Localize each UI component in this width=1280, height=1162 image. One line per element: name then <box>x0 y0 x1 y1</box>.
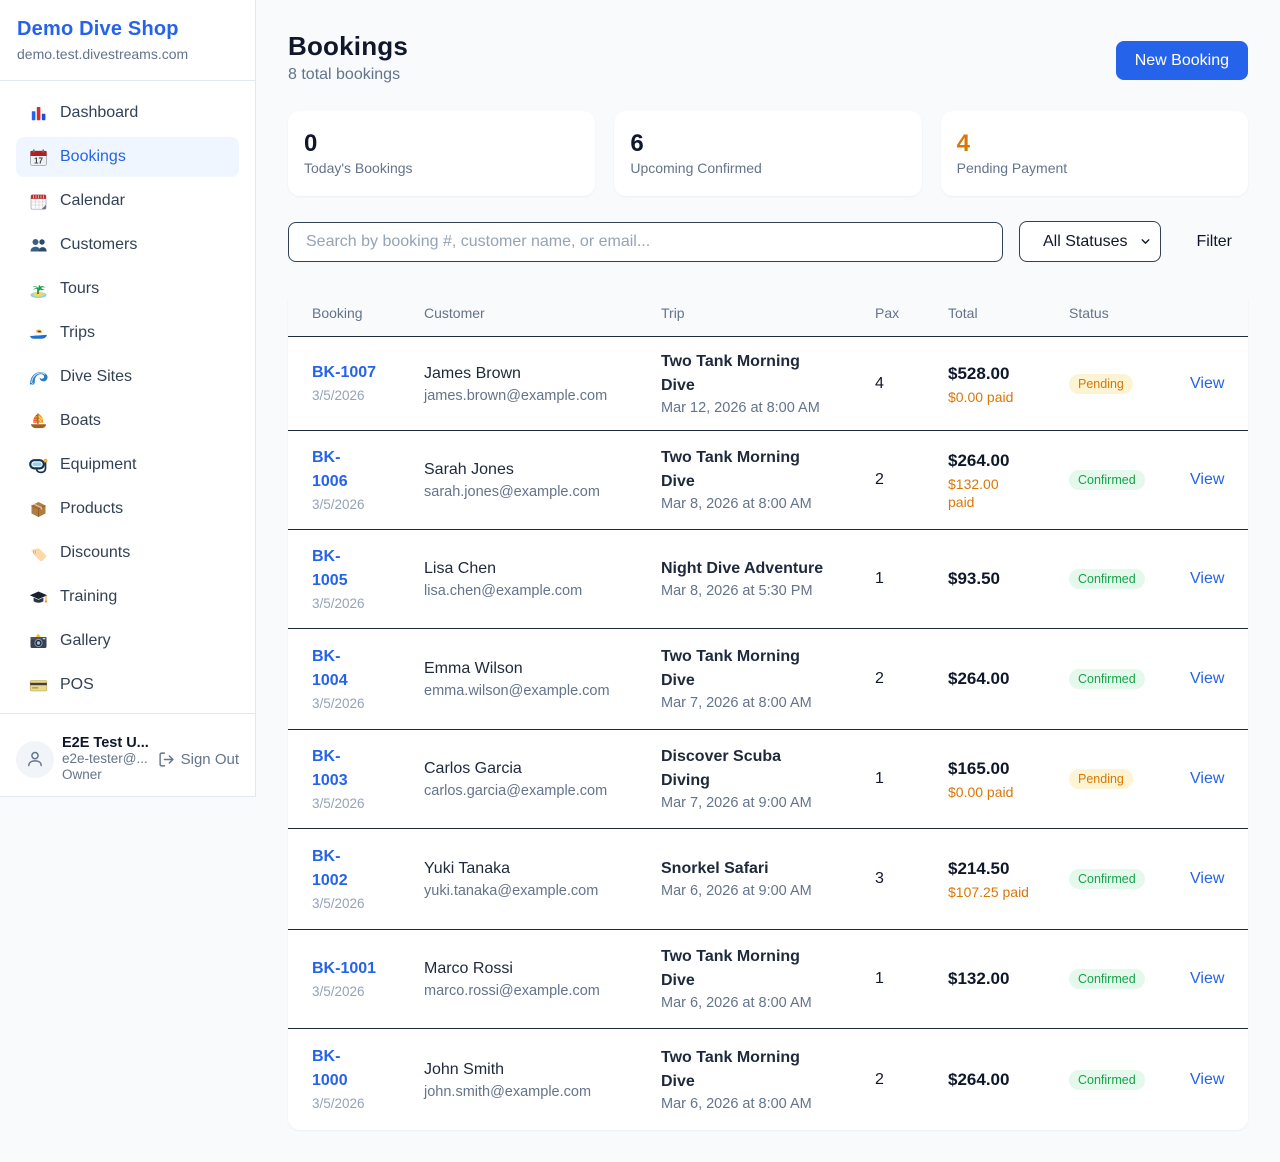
svg-text:17: 17 <box>34 156 43 165</box>
